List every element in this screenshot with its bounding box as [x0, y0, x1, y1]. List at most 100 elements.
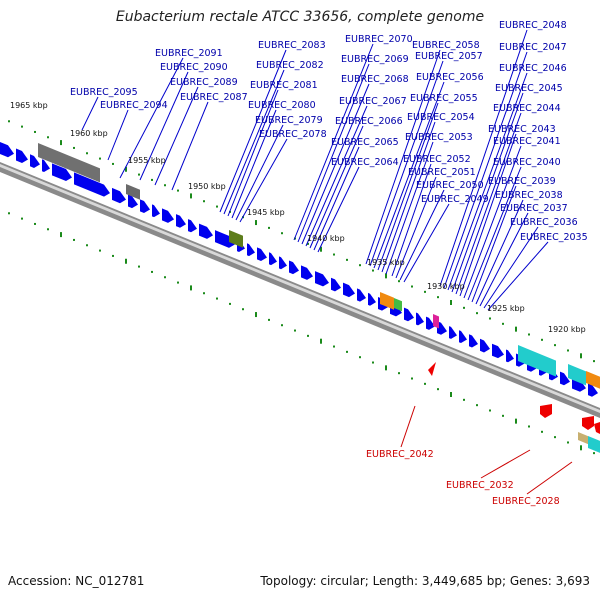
label-leader — [475, 199, 524, 305]
label-leader — [447, 72, 528, 291]
forward-gene-label: EUBREC_2065 — [331, 137, 399, 148]
tick-dot — [346, 258, 348, 261]
forward-gene-label: EUBREC_2095 — [70, 87, 138, 98]
tick-dot — [138, 173, 140, 176]
orange-feature-box — [380, 292, 394, 310]
tick-dot — [112, 162, 114, 165]
forward-gene-arrow — [16, 148, 28, 164]
forward-gene-label: EUBREC_2089 — [170, 77, 238, 88]
tick-dot — [281, 324, 283, 327]
label-leader — [219, 49, 287, 213]
tick-dot — [528, 333, 530, 336]
forward-gene-label: EUBREC_2051 — [408, 167, 476, 178]
forward-gene-label: EUBREC_2048 — [499, 20, 567, 31]
forward-gene-label: EUBREC_2081 — [250, 80, 318, 91]
forward-gene-arrow — [0, 142, 14, 158]
tick-dot — [437, 296, 439, 299]
tick-dot — [125, 258, 127, 264]
kbp-tick-label: 1950 kbp — [188, 182, 226, 191]
reverse-gene-arrow — [540, 404, 552, 418]
forward-gene-arrow — [416, 312, 424, 326]
label-leader — [369, 60, 444, 267]
label-leader — [395, 176, 437, 279]
forward-gene-label: EUBREC_2041 — [493, 136, 561, 147]
forward-gene-arrow — [257, 247, 267, 262]
tick-dot — [411, 285, 413, 288]
tick-dot — [112, 254, 114, 257]
label-leaders — [81, 29, 573, 495]
forward-gene-label: EUBREC_2047 — [499, 42, 567, 53]
forward-gene-label: EUBREC_2052 — [403, 154, 471, 165]
kbp-tick-label: 1925 kbp — [487, 304, 525, 313]
forward-gene-label: EUBREC_2043 — [488, 124, 556, 135]
magenta-feature-box — [433, 314, 439, 329]
forward-gene-arrow — [449, 326, 457, 339]
forward-gene-label: EUBREC_2044 — [493, 103, 561, 114]
forward-gene-arrow — [176, 214, 186, 228]
tick-dot — [47, 136, 49, 139]
tick-dot — [34, 130, 36, 133]
label-leader — [107, 109, 129, 161]
label-leader — [381, 121, 436, 273]
tick-dot — [411, 377, 413, 380]
tick-dots — [8, 120, 595, 455]
tick-dot — [502, 322, 504, 325]
tick-dot — [567, 349, 569, 352]
forward-gene-arrow — [140, 199, 150, 214]
forward-gene-label: EUBREC_2040 — [493, 157, 561, 168]
tick-dot — [502, 414, 504, 417]
tick-dot — [372, 269, 374, 272]
tick-dot — [203, 200, 205, 203]
reverse-gene-arrow — [594, 422, 600, 434]
forward-gene-arrow — [404, 307, 414, 322]
tick-dot — [47, 228, 49, 231]
tick-dot — [281, 232, 283, 235]
label-leader — [399, 189, 445, 281]
forward-gene-arrow — [215, 230, 235, 248]
tick-dot — [21, 217, 23, 220]
forward-gene-label: EUBREC_2057 — [415, 51, 483, 62]
kbp-tick-label: 1955 kbp — [128, 156, 166, 165]
forward-gene-arrow — [30, 154, 40, 168]
forward-gene-label: EUBREC_2049 — [421, 194, 489, 205]
forward-gene-arrow — [269, 252, 277, 266]
tick-dot — [86, 152, 88, 155]
label-leader — [471, 185, 517, 303]
forward-gene-label: EUBREC_2078 — [259, 129, 327, 140]
tick-dot — [424, 382, 426, 385]
forward-gene-label: EUBREC_2046 — [499, 63, 567, 74]
tick-dot — [8, 120, 10, 123]
tick-dot — [99, 157, 101, 160]
tick-dot — [424, 290, 426, 293]
tick-dot — [333, 253, 335, 256]
tick-dot — [385, 273, 387, 279]
forward-gene-arrow — [162, 208, 174, 223]
tick-dot — [177, 281, 179, 284]
tick-dot — [60, 140, 62, 146]
label-leader — [385, 141, 434, 275]
forward-gene-label: EUBREC_2038 — [495, 190, 563, 201]
label-leader — [223, 69, 285, 215]
label-leader — [479, 212, 529, 307]
forward-gene-label: EUBREC_2083 — [258, 40, 326, 51]
reverse-gene-label: EUBREC_2042 — [366, 449, 434, 460]
forward-gene-label: EUBREC_2069 — [341, 54, 409, 65]
tick-dot — [21, 125, 23, 128]
forward-gene-label: EUBREC_2090 — [160, 62, 228, 73]
label-leader — [439, 29, 528, 287]
reverse-gene-arrow — [582, 416, 594, 430]
tick-dot — [398, 280, 400, 283]
tick-dot — [138, 265, 140, 268]
forward-gene-label: EUBREC_2064 — [331, 157, 399, 168]
tick-dot — [515, 418, 517, 424]
forward-gene-label: EUBREC_2079 — [255, 115, 323, 126]
tick-dot — [385, 365, 387, 371]
reverse-gene-label: EUBREC_2028 — [492, 496, 560, 507]
tick-dot — [34, 222, 36, 225]
kbp-tick-labels: 1965 kbp 1960 kbp 1955 kbp 1950 kbp 1945 kbp… — [10, 101, 586, 334]
tick-dot — [99, 249, 101, 252]
kbp-tick-label: 1935 kbp — [367, 258, 405, 267]
reverse-gene-label: EUBREC_2032 — [446, 480, 514, 491]
label-leader — [231, 109, 277, 219]
label-leader — [483, 226, 539, 309]
